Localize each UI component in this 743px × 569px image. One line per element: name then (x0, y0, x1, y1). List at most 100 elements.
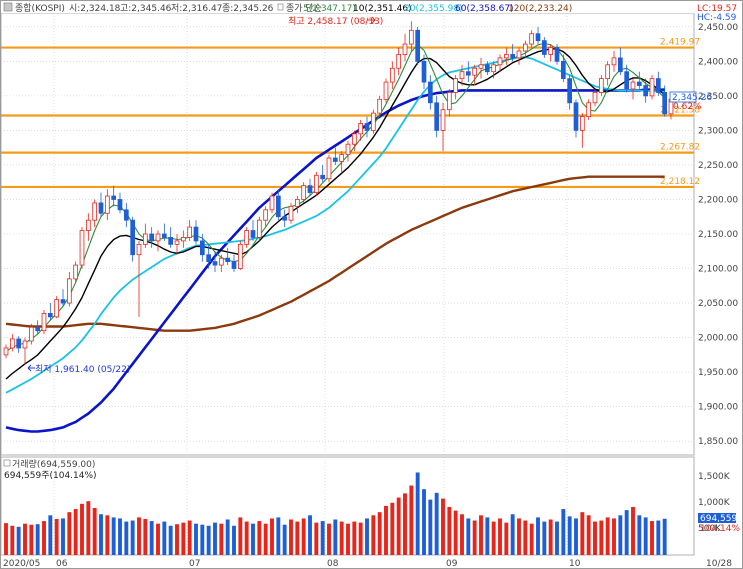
candle-body (465, 71, 471, 76)
chart-menu-icon[interactable] (3, 2, 13, 12)
candle-body (73, 264, 79, 280)
hc-readout: HC:-4.59 (697, 13, 737, 23)
candle-body (377, 98, 383, 114)
candle-body (256, 219, 262, 238)
candle-body (326, 157, 332, 180)
volume-legend-icon (3, 459, 11, 467)
volume-bar (124, 521, 129, 555)
candle-body (41, 313, 47, 332)
candle-body (649, 78, 655, 97)
volume-bar (453, 510, 458, 555)
volume-bar (605, 517, 610, 555)
volume-bar (295, 521, 300, 555)
x-tick-label: 10/28 (706, 559, 732, 568)
x-tick-label: 06 (56, 559, 68, 568)
volume-bar (181, 522, 186, 555)
volume-bar (523, 520, 528, 555)
candle-body (427, 81, 433, 104)
volume-bar (422, 489, 426, 555)
volume-bar (643, 517, 648, 555)
last-price-box (669, 91, 697, 103)
volume-bar (624, 510, 629, 555)
candle-body (187, 226, 193, 238)
volume-bar (320, 521, 325, 555)
y-tick-label: 2,450.00 (698, 23, 738, 33)
chart-header: 종합(KOSPI) 시:2,324.18 고:2,345.46 저:2,316.… (1, 1, 742, 23)
volume-bar (16, 526, 21, 555)
x-tick-label: 10 (569, 559, 581, 568)
candle-body (472, 67, 478, 76)
volume-bar (586, 515, 591, 555)
volume-bar (441, 498, 445, 555)
candle-body (301, 185, 307, 200)
volume-bar (4, 523, 8, 555)
candle-body (22, 340, 28, 349)
candle-body (28, 326, 34, 342)
header-index-label: 종합(KOSPI) (15, 3, 65, 14)
volume-bar (415, 472, 420, 555)
candle-body (66, 278, 72, 304)
candle-body (339, 154, 345, 162)
volume-bar (111, 517, 116, 555)
candle-body (592, 92, 598, 104)
candle-body (636, 81, 642, 86)
candle-body (415, 29, 421, 62)
volume-bar (80, 503, 84, 555)
candle-body (370, 112, 376, 131)
volume-bar (270, 518, 274, 555)
candle-body (643, 85, 649, 97)
candle-body (345, 143, 351, 155)
candle-body (440, 109, 446, 131)
candle-body (244, 230, 250, 245)
volume-bar (263, 523, 268, 555)
volume-bar (371, 515, 376, 555)
volume-bar (257, 521, 262, 555)
candle-body (529, 33, 535, 45)
candle-body (491, 64, 497, 73)
volume-title: 거래량(694,559.00) (12, 458, 95, 470)
volume-bar (510, 514, 515, 555)
candle-body (396, 54, 402, 69)
volume-bar (232, 525, 236, 555)
volume-tick-2: 500K (698, 524, 722, 534)
volume-bar (35, 524, 40, 555)
x-tick-label: 07 (189, 559, 200, 568)
y-tick-label: 2,000.00 (698, 334, 738, 344)
candle-body (579, 116, 585, 131)
candle-body (484, 64, 490, 73)
volume-bar (472, 520, 477, 555)
volume-bar (187, 520, 192, 555)
header-open: 시:2,324.18 (69, 3, 121, 14)
volume-tick-0: 1,500K (698, 472, 731, 482)
candle-body (130, 219, 136, 256)
volume-bar (156, 523, 160, 555)
volume-bar (536, 517, 540, 555)
volume-bar (637, 515, 642, 555)
volume-bar (447, 506, 452, 555)
volume-bar (428, 499, 433, 555)
candle-body (351, 133, 357, 145)
volume-last-box (698, 513, 736, 523)
candle-body (250, 230, 256, 238)
volume-bar (225, 519, 230, 555)
volume-bar (504, 522, 509, 555)
volume-bar (542, 521, 547, 555)
candle-body (60, 299, 66, 304)
candle-body (206, 254, 212, 263)
candle-body (617, 57, 623, 73)
candle-body (497, 57, 503, 66)
candle-body (79, 230, 85, 266)
candle-body (136, 243, 142, 256)
ma-legend-icon (277, 3, 284, 11)
volume-bar (99, 514, 103, 555)
x-tick-label: 09 (446, 559, 458, 568)
volume-bar (466, 518, 471, 555)
candle-body (54, 299, 60, 318)
volume-bar (149, 521, 154, 555)
candle-body (630, 81, 636, 90)
volume-bar (365, 518, 369, 555)
candle-body (611, 57, 617, 66)
volume-bar (314, 522, 319, 555)
volume-bar (498, 518, 502, 555)
